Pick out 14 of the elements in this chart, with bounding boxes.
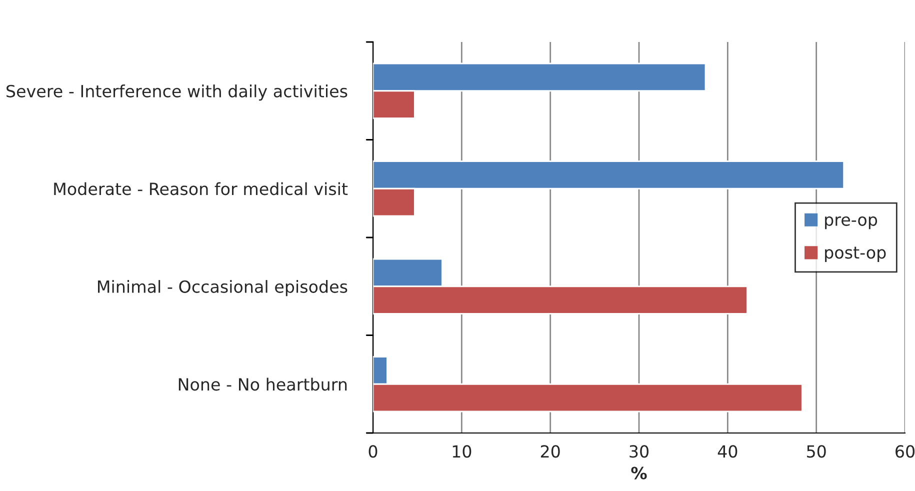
x-tick-label: 60 [896, 445, 914, 458]
x-tick-label: 30 [630, 445, 648, 458]
legend-label: post-op [825, 246, 886, 262]
x-tick-label: 0 [368, 445, 378, 458]
x-axis-title: % [631, 466, 647, 480]
y-tick-label: Minimal - Occasional episodes [98, 280, 348, 296]
x-tick-label: 40 [718, 445, 738, 458]
y-tick-label: Moderate - Reason for medical visit [54, 182, 348, 196]
legend-label: pre-op [825, 216, 878, 230]
x-tick-label: 20 [540, 445, 560, 458]
x-tick-label: 10 [452, 445, 472, 458]
y-tick-label: Severe - Interference with daily activities [6, 84, 348, 101]
x-tick-label: 50 [807, 445, 826, 458]
y-tick-label: None - No heartburn [178, 378, 347, 391]
